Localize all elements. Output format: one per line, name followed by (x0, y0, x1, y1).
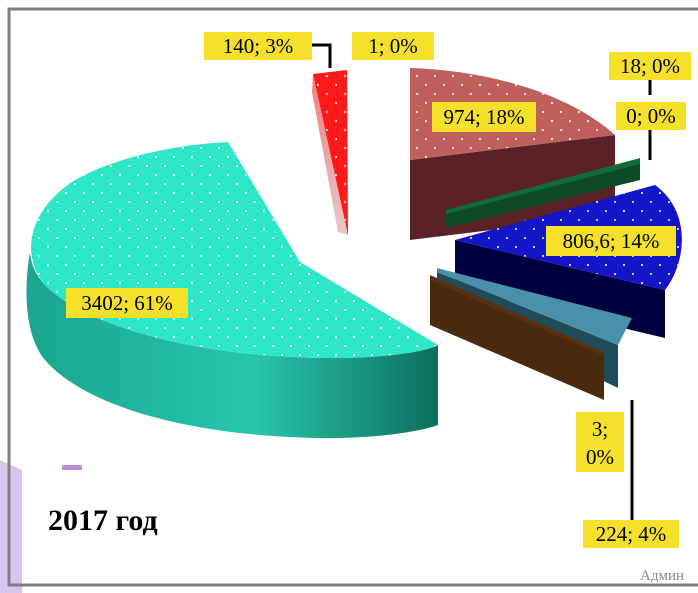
data-label: 3402; 61% (66, 288, 188, 318)
slice-0-side (446, 162, 640, 228)
slice-0 (446, 158, 640, 228)
legend-swatch (62, 465, 82, 470)
data-label-text: 224; 4% (596, 522, 667, 546)
data-label-box (352, 32, 434, 60)
data-label-box (616, 102, 686, 130)
data-label-text: 806,6; 14% (563, 229, 660, 253)
slice-140-dots (313, 70, 348, 235)
chart-frame (7, 7, 698, 587)
data-label-text: 140; 3% (223, 34, 294, 58)
data-label-text: 3402; 61% (81, 291, 173, 315)
slice-224-top (437, 268, 632, 345)
data-label-text: 18; 0% (620, 54, 680, 78)
data-label-box (609, 52, 691, 80)
data-label-box (66, 288, 188, 318)
data-labels: 974; 18% 18; 0% 0; 0% 806,6; 14% 224; 4% 3; 0%… (66, 32, 691, 548)
slice-0-top (446, 158, 640, 214)
data-label-text: 3; 0% (586, 417, 614, 469)
slice-3-side (430, 278, 604, 400)
data-label-text: 1; 0% (368, 34, 418, 58)
data-label: 140; 3% (204, 32, 312, 60)
slice-140-side (312, 74, 348, 235)
data-label: 224; 4% (583, 520, 679, 548)
data-label: 974; 18% (432, 102, 536, 132)
side-accent-shape (0, 460, 22, 593)
data-label-box (546, 226, 676, 256)
data-label-box (204, 32, 312, 60)
leader-line-140 (312, 43, 332, 68)
data-label-box (432, 102, 536, 132)
slice-3 (430, 275, 604, 400)
data-label: 0; 0% (616, 102, 686, 130)
data-label-box (583, 520, 679, 548)
data-label-text: 974; 18% (443, 105, 524, 129)
leader-lines (312, 43, 652, 520)
slice-3-top (430, 275, 604, 356)
chart-subtitle: 2017 год (48, 504, 158, 537)
footer-text: Админ (640, 568, 684, 584)
data-label-box (576, 412, 624, 472)
data-label: 1; 0% (352, 32, 434, 60)
slice-140 (312, 70, 348, 235)
data-label: 806,6; 14% (546, 226, 676, 256)
data-label: 18; 0% (609, 52, 691, 80)
slice-3402-side (26, 252, 438, 438)
data-label: 3; 0% (576, 412, 624, 472)
data-label-text: 0; 0% (626, 104, 676, 128)
